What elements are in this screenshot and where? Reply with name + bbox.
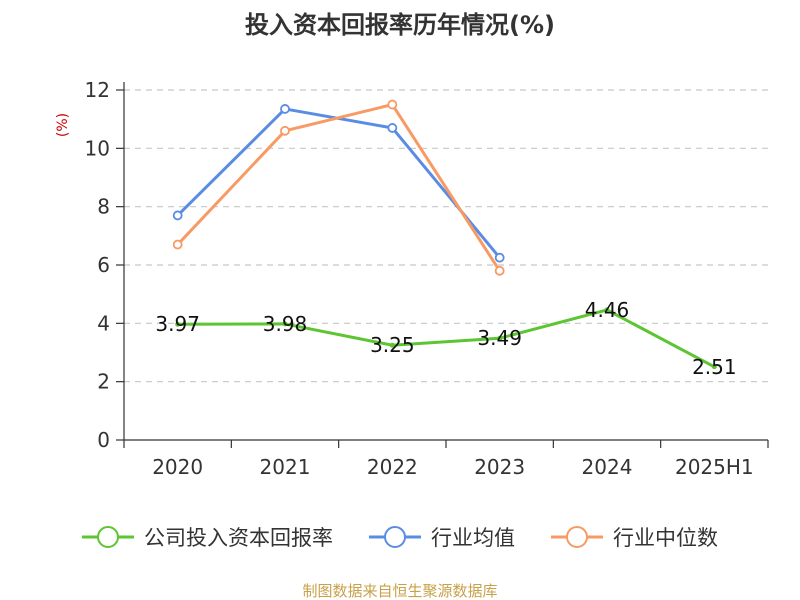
- data-label: 3.25: [370, 333, 415, 357]
- data-label: 3.49: [477, 326, 522, 350]
- legend-label: 行业均值: [431, 526, 515, 550]
- x-tick-label: 2025H1: [675, 455, 754, 479]
- data-point[interactable]: [387, 99, 398, 110]
- y-tick-label: 4: [97, 311, 110, 335]
- y-axis-label: (%): [55, 113, 71, 137]
- data-label: 3.97: [155, 312, 200, 336]
- data-point[interactable]: [280, 104, 290, 114]
- series-layer: [172, 99, 717, 370]
- data-label: 4.46: [585, 298, 630, 322]
- chart-title: 投入资本回报率历年情况(%): [245, 11, 555, 39]
- data-point[interactable]: [387, 123, 398, 133]
- series-0: [175, 307, 717, 370]
- data-point[interactable]: [282, 321, 288, 327]
- data-point[interactable]: [497, 335, 503, 341]
- legend-item-2[interactable]: 行业中位数: [551, 526, 718, 550]
- legend-label: 行业中位数: [613, 526, 718, 550]
- series-line: [176, 103, 501, 272]
- data-point[interactable]: [280, 125, 290, 136]
- data-labels: 3.97 3.98 3.25 3.49 4.46 2.51: [155, 298, 736, 379]
- legend-marker-icon: [566, 526, 588, 548]
- y-tick-label: 8: [97, 195, 110, 219]
- legend-item-0[interactable]: 公司投入资本回报率: [82, 526, 333, 550]
- series-line: [176, 107, 501, 259]
- y-tick-label: 0: [97, 428, 110, 452]
- x-tick-label: 2022: [367, 455, 418, 479]
- data-point[interactable]: [711, 364, 717, 370]
- legend[interactable]: 公司投入资本回报率 行业均值 行业中位数: [82, 526, 718, 550]
- x-tick-label: 2024: [582, 455, 633, 479]
- y-tick-label: 12: [85, 78, 110, 102]
- series-2: [172, 99, 505, 276]
- axes: 0 2 4 6 8 10 12 2020 2021 2022 2023 2024 2025H1: [85, 78, 769, 479]
- y-tick-label: 6: [97, 253, 110, 277]
- legend-marker-icon: [384, 526, 406, 548]
- series-line: [177, 308, 716, 369]
- x-tick-label: 2021: [260, 455, 311, 479]
- data-point[interactable]: [389, 342, 395, 348]
- data-point[interactable]: [494, 252, 505, 263]
- x-tick-label: 2023: [474, 455, 525, 479]
- legend-label: 公司投入资本回报率: [144, 526, 333, 550]
- grid: [124, 89, 768, 383]
- legend-marker-icon: [97, 526, 119, 548]
- data-point[interactable]: [494, 265, 505, 276]
- x-tick-label: 2020: [152, 455, 203, 479]
- y-tick-label: 10: [85, 136, 110, 160]
- legend-item-1[interactable]: 行业均值: [369, 526, 515, 550]
- data-point[interactable]: [172, 210, 183, 221]
- data-point[interactable]: [604, 307, 610, 313]
- data-label: 3.98: [263, 312, 308, 336]
- series-1: [172, 104, 505, 263]
- data-point[interactable]: [175, 321, 181, 327]
- source-note: 制图数据来自恒生聚源数据库: [302, 582, 497, 600]
- data-point[interactable]: [172, 239, 183, 250]
- data-label: 2.51: [692, 355, 737, 379]
- y-tick-label: 2: [97, 370, 110, 394]
